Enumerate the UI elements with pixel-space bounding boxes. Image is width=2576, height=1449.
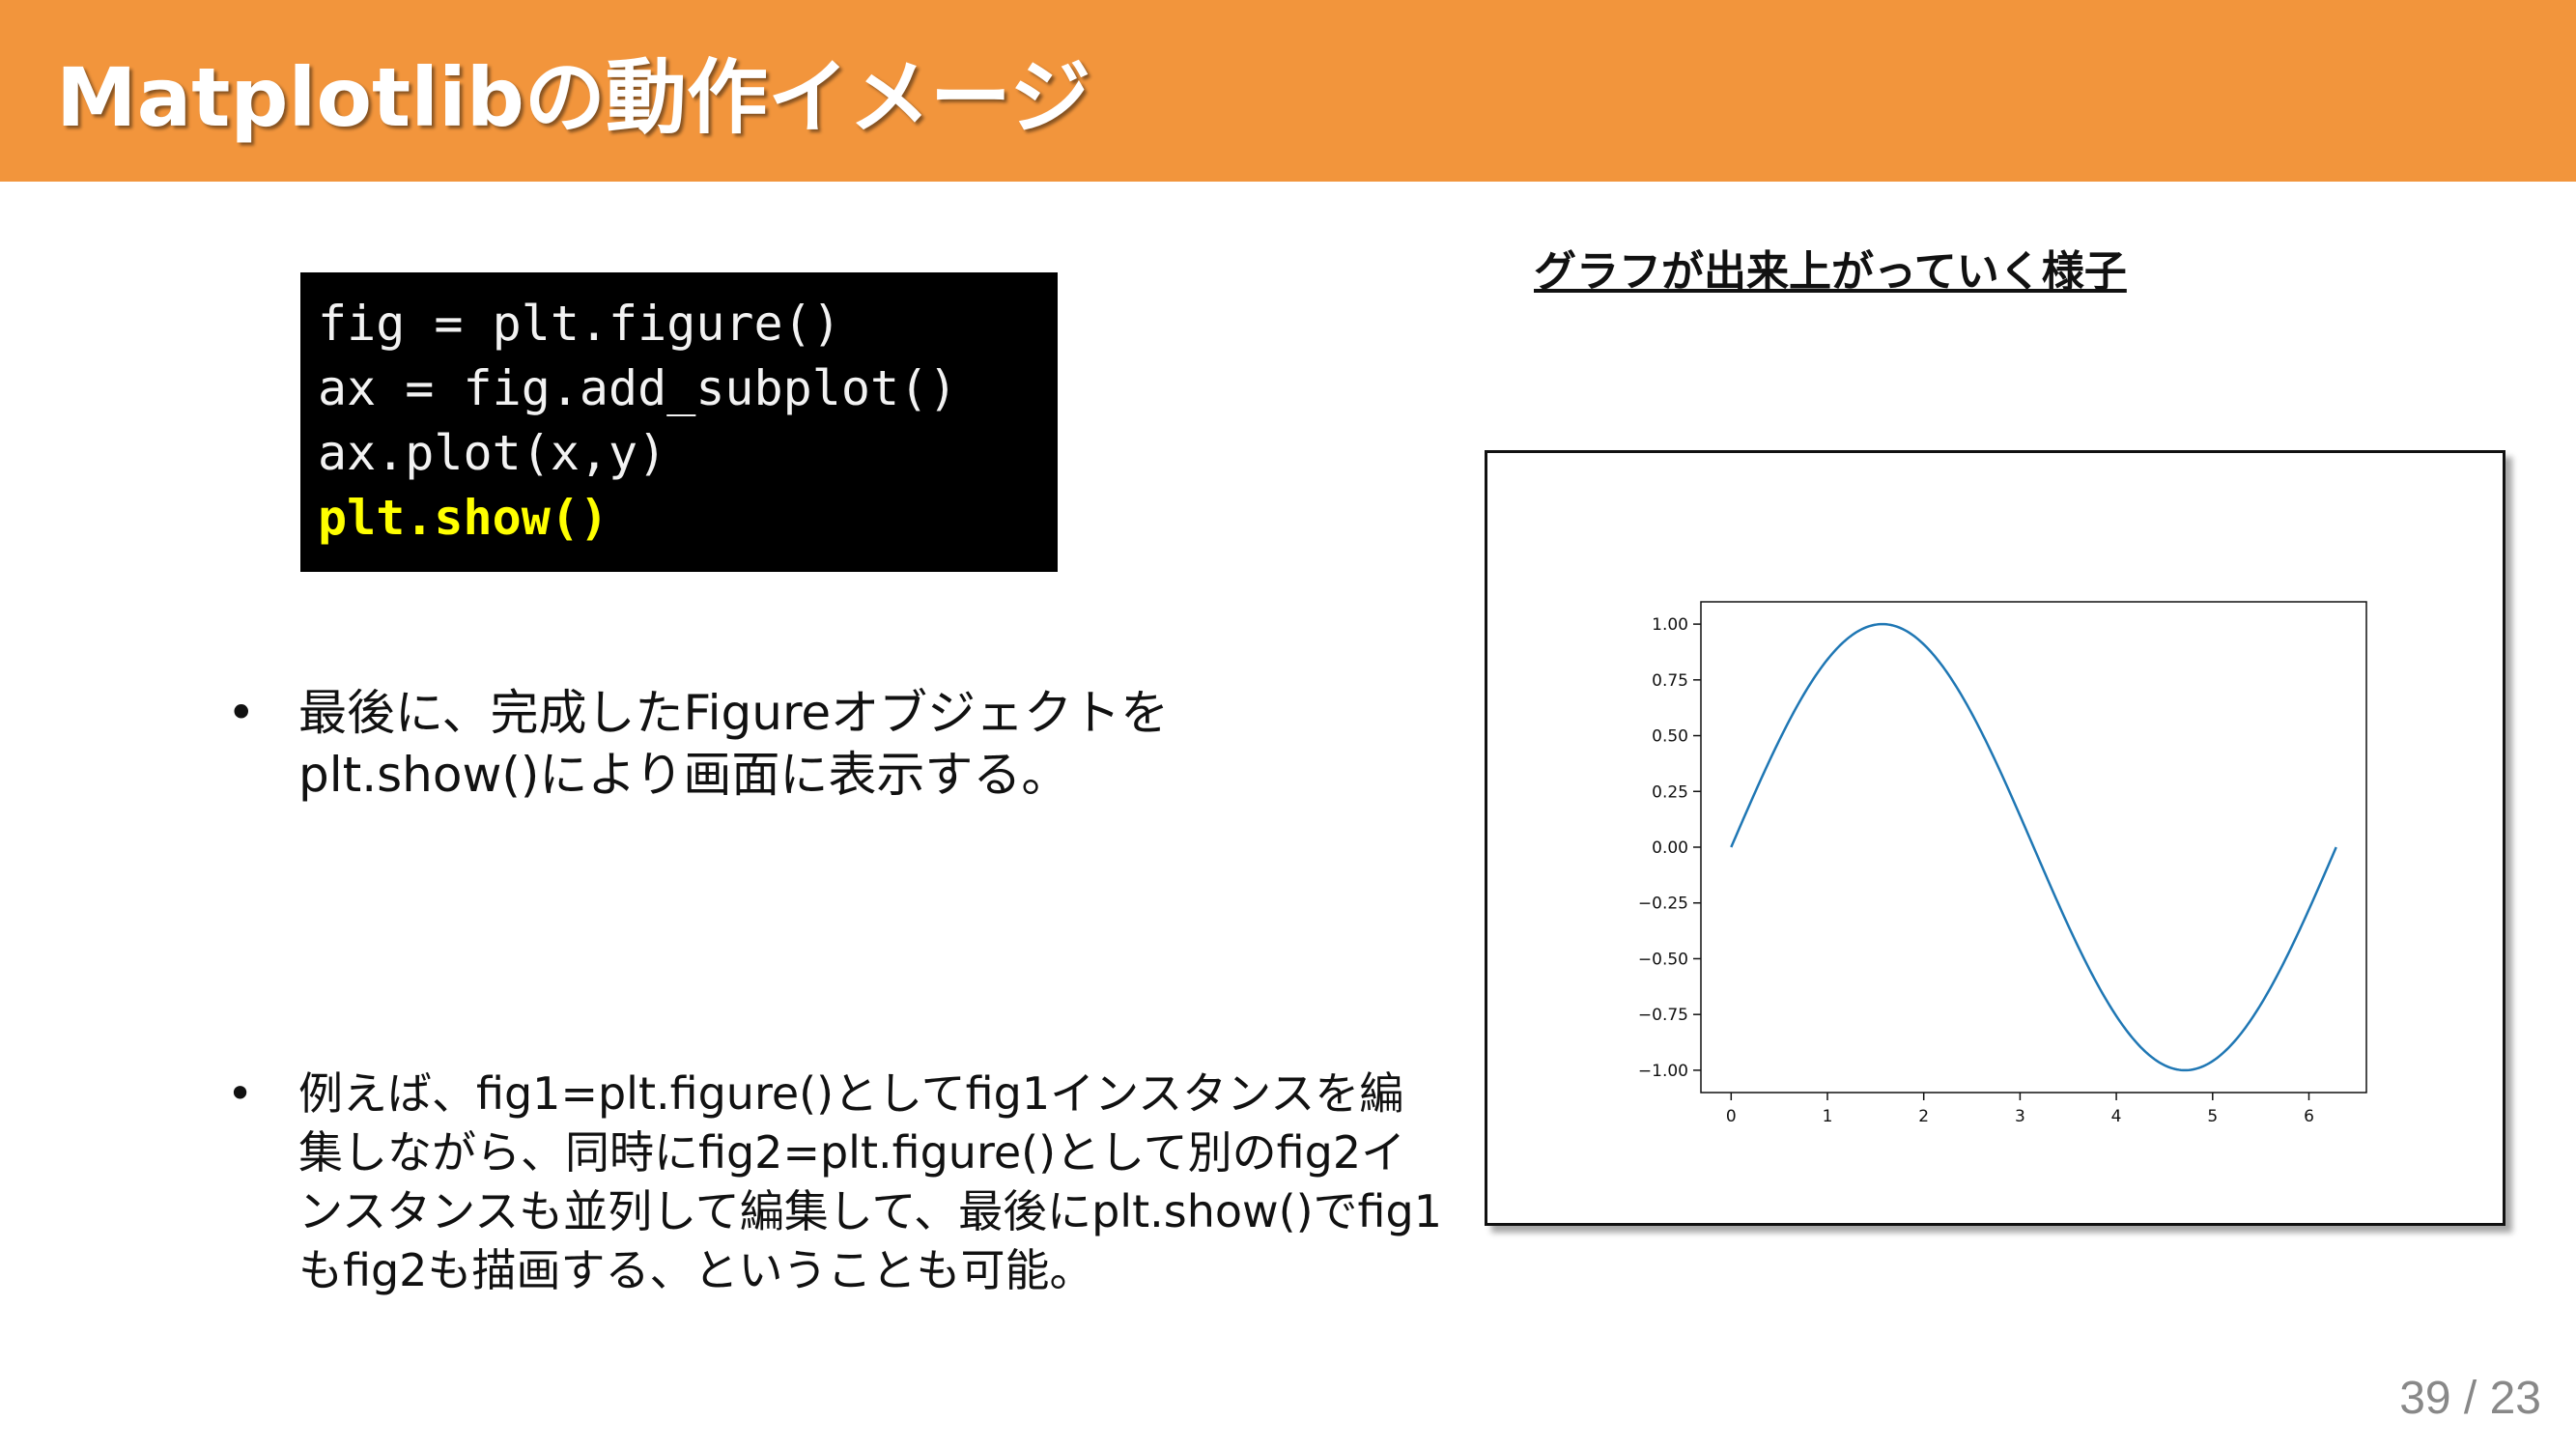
x-tick-label: 4: [2111, 1107, 2122, 1126]
code-block: fig = plt.figure() ax = fig.add_subplot(…: [300, 272, 1058, 572]
figure-caption: グラフが出来上がっていく様子: [1534, 247, 2127, 297]
bullet-marker: •: [227, 1067, 254, 1120]
header-bar: Matplotlibの動作イメージ: [0, 0, 2576, 182]
code-line: fig = plt.figure(): [318, 296, 841, 352]
figure-window: 1.00 0.75 0.50 0.25 0.00 −0.25 −0.50 −0.75 −1.00…: [1485, 450, 2505, 1226]
bullet-item: • 例えば、fig1=plt.figure()としてfig1インスタンスを編集し…: [227, 1065, 1448, 1300]
x-tick-label: 3: [2015, 1107, 2025, 1126]
x-tick-label: 6: [2304, 1107, 2314, 1126]
y-tick-label: 0.00: [1652, 838, 1688, 858]
x-tick-label: 1: [1823, 1107, 1833, 1126]
y-tick-label: −1.00: [1638, 1062, 1688, 1081]
bullet-text: 例えば、fig1=plt.figure()としてfig1インスタンスを編集しなが…: [298, 1067, 1442, 1296]
sine-chart: 1.00 0.75 0.50 0.25 0.00 −0.25 −0.50 −0.75 −1.00…: [1638, 601, 2367, 1126]
bullet-marker: •: [227, 685, 256, 741]
bullet-text: 最後に、完成したFigureオブジェクトをplt.show()により画面に表示す…: [298, 685, 1170, 803]
slide-title: Matplotlibの動作イメージ: [56, 50, 1091, 145]
x-tick-label: 5: [2207, 1107, 2218, 1126]
y-tick-label: −0.75: [1638, 1006, 1688, 1025]
y-tick-label: 1.00: [1652, 615, 1688, 635]
y-tick-label: −0.50: [1638, 950, 1688, 969]
bullet-item: • 最後に、完成したFigureオブジェクトをplt.show()により画面に表…: [227, 682, 1274, 806]
code-line: ax = fig.add_subplot(): [318, 360, 958, 416]
code-line: ax.plot(x,y): [318, 425, 667, 481]
series-line-sine: [1730, 622, 2337, 1072]
x-tick-label: 0: [1726, 1107, 1737, 1126]
y-tick-label: 0.25: [1652, 782, 1688, 802]
page-number: 39 / 23: [2399, 1373, 2541, 1424]
y-tick-label: 0.50: [1652, 727, 1688, 747]
y-tick-label: −0.25: [1638, 895, 1688, 914]
x-tick-label: 2: [1918, 1107, 1929, 1126]
code-line-highlighted: plt.show(): [318, 490, 609, 546]
y-tick-label: 0.75: [1652, 671, 1688, 691]
